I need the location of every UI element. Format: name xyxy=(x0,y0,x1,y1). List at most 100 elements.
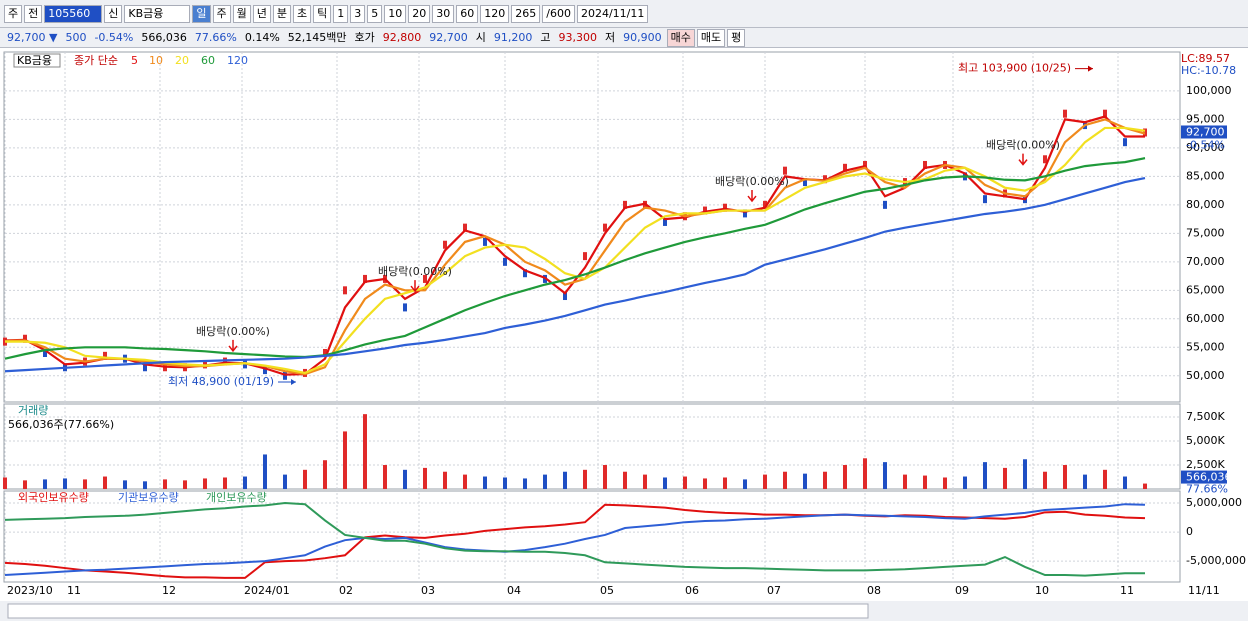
x-tick-label: 05 xyxy=(600,584,614,597)
toolbar-button[interactable]: 30 xyxy=(432,4,455,23)
legend-entry: 20 xyxy=(175,54,189,67)
toolbar-button[interactable]: 틱 xyxy=(313,4,332,23)
toolbar-button[interactable]: 265 xyxy=(511,4,541,23)
y-tick-label: 100,000 xyxy=(1186,84,1232,97)
quote-bar: 92,700 ▼ 500 -0.54% 566,036 77.66% 0.14% 52,14… xyxy=(0,28,1248,48)
price-mark xyxy=(43,348,47,357)
quote-field[interactable]: 호가 xyxy=(354,30,375,44)
series-line xyxy=(4,118,1146,376)
toolbar-button[interactable]: 5 xyxy=(367,4,383,23)
y-tick-label: 7,500K xyxy=(1186,410,1225,423)
price-panel xyxy=(3,51,1181,403)
toolbar-button[interactable]: 105560 xyxy=(44,4,103,23)
quote-field[interactable]: 고 xyxy=(540,30,551,44)
y-tick-label: 80,000 xyxy=(1186,198,1225,211)
arrow-head xyxy=(291,379,296,386)
volume-bar xyxy=(123,480,127,489)
price-mark xyxy=(143,363,147,372)
toolbar-button[interactable]: 월 xyxy=(232,4,251,23)
price-mark xyxy=(623,200,627,209)
dividend-label: 배당락(0.00%) xyxy=(986,139,1060,152)
quote-field[interactable]: 평 xyxy=(727,28,746,47)
volume-bar xyxy=(523,478,527,489)
x-tick-label: 08 xyxy=(867,584,881,597)
price-mark xyxy=(563,292,567,301)
toolbar-button[interactable]: 년 xyxy=(252,4,271,23)
quote-field[interactable]: 92,700 ▼ xyxy=(7,30,58,44)
quote-field[interactable]: 매도 xyxy=(696,28,726,47)
toolbar-button[interactable]: 주 xyxy=(212,4,231,23)
quote-field[interactable]: 91,200 xyxy=(493,30,533,44)
dividend-arrow xyxy=(410,280,420,293)
volume-bar xyxy=(323,460,327,489)
quote-field[interactable]: 566,036 xyxy=(141,30,187,44)
quote-field[interactable]: 저 xyxy=(605,30,616,44)
volume-bar xyxy=(1023,459,1027,489)
y-tick-label: 75,000 xyxy=(1186,226,1225,239)
series-line xyxy=(4,503,1146,579)
toolbar-button[interactable]: 120 xyxy=(480,4,510,23)
toolbar-button[interactable]: /600 xyxy=(542,4,575,23)
y-tick-label: 55,000 xyxy=(1186,340,1225,353)
quote-field[interactable]: 52,145백만 xyxy=(287,30,347,44)
toolbar-button[interactable]: 주 xyxy=(4,4,23,23)
price-mark xyxy=(603,223,607,232)
quote-field[interactable]: 93,300 xyxy=(558,30,598,44)
volume-bar xyxy=(623,471,627,489)
volume-bar xyxy=(683,476,687,489)
volume-bar xyxy=(903,474,907,489)
volume-bar xyxy=(663,477,667,489)
dividend-arrow xyxy=(747,190,757,203)
quote-field[interactable]: 77.66% xyxy=(194,30,237,44)
price-mark xyxy=(463,223,467,232)
toolbar-button[interactable]: 전 xyxy=(24,4,43,23)
toolbar-button[interactable]: 신 xyxy=(104,4,123,23)
toolbar-button[interactable]: 일 xyxy=(192,4,211,23)
price-mark xyxy=(983,195,987,204)
toolbar-button[interactable]: 2024/11/11 xyxy=(576,4,649,23)
hc-label: HC:-10.78 xyxy=(1181,64,1236,77)
toolbar-button[interactable]: 60 xyxy=(456,4,479,23)
toolbar-button[interactable]: 10 xyxy=(384,4,407,23)
x-tick-label: 11 xyxy=(67,584,81,597)
toolbar-button[interactable]: KB금융 xyxy=(124,4,191,23)
volume-bar xyxy=(503,477,507,489)
toolbar-button[interactable]: 초 xyxy=(293,4,312,23)
volume-bar xyxy=(783,471,787,489)
toolbar-button[interactable]: 분 xyxy=(272,4,291,23)
price-mark xyxy=(1123,138,1127,147)
price-mark xyxy=(323,348,327,357)
quote-field[interactable]: 매수 xyxy=(666,28,695,47)
price-mark xyxy=(883,200,887,209)
volume-bar xyxy=(583,469,587,489)
legend-entry: 120 xyxy=(227,54,248,67)
toolbar-button[interactable]: 1 xyxy=(333,4,349,23)
quote-field[interactable]: 0.14% xyxy=(244,30,280,44)
quote-field[interactable]: 92,700 xyxy=(429,30,468,44)
series-line xyxy=(4,503,1146,577)
price-mark xyxy=(663,217,667,226)
volume-bar xyxy=(263,454,267,489)
scroll-track[interactable] xyxy=(7,603,869,619)
volume-bar xyxy=(423,467,427,489)
volume-bar xyxy=(1083,474,1087,489)
quote-field[interactable]: 시 xyxy=(475,30,486,44)
dividend-label: 배당락(0.00%) xyxy=(378,265,452,278)
y-tick-label: 50,000 xyxy=(1186,369,1225,382)
volume-bar xyxy=(283,474,287,489)
x-tick-label: 2024/01 xyxy=(244,584,290,597)
quote-field[interactable]: 90,900 xyxy=(623,30,662,44)
quote-field[interactable]: 92,800 xyxy=(382,30,422,44)
toolbar-button[interactable]: 20 xyxy=(408,4,431,23)
price-mark xyxy=(223,357,227,366)
volume-bar xyxy=(823,471,827,489)
quote-field[interactable]: -0.54% xyxy=(94,30,134,44)
toolbar-button[interactable]: 3 xyxy=(350,4,366,23)
price-mark xyxy=(103,351,107,360)
price-mark xyxy=(923,160,927,169)
volume-subtitle: 566,036주(77.66%) xyxy=(8,418,114,431)
arrow-head xyxy=(1088,65,1093,72)
quote-field[interactable]: 500 xyxy=(65,30,87,44)
y-tick-label: 90,000 xyxy=(1186,141,1225,154)
volume-panel xyxy=(3,403,1181,490)
